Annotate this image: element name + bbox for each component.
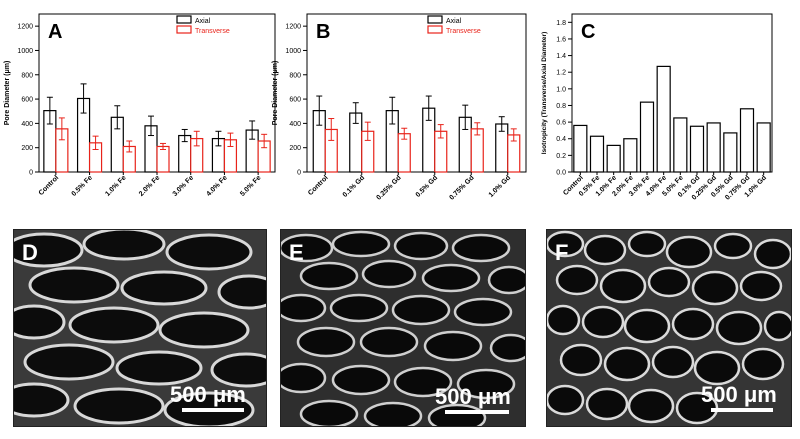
legend-label: Transverse xyxy=(446,28,481,35)
x-tick-label: 0.5% Gd xyxy=(415,174,439,198)
legend-swatch xyxy=(176,25,192,34)
bar xyxy=(639,101,655,173)
x-tick-label: 5.0% Fe xyxy=(239,174,262,197)
y-tick-label: 800 xyxy=(21,72,33,79)
chart-c: 0.0 0.2 0.4 0.6 0.8 1.0 1.2 1.4 1.6 1.8 Isotropici… xyxy=(541,13,773,202)
scale-bar-label: 500 μm xyxy=(435,384,511,409)
y-tick-label: 1.4 xyxy=(556,53,566,60)
bar xyxy=(589,135,605,173)
plot-frame xyxy=(571,13,773,173)
y-tick-label: 0.2 xyxy=(556,153,566,160)
y-axis-label: Pore Diameter (μm) xyxy=(272,61,279,126)
y-tick-label: 1.2 xyxy=(556,70,566,77)
legend-label: Axial xyxy=(195,18,211,25)
y-axis-label: Pore Diameter (μm) xyxy=(4,61,11,126)
x-tick-label: 2.0% Fe xyxy=(138,174,161,197)
x-tick-label: 4.0% Fe xyxy=(205,174,228,197)
legend-swatch xyxy=(427,25,443,34)
x-tick-label: 1.0% Gd xyxy=(488,174,512,198)
y-tick-label: 0.4 xyxy=(556,136,566,143)
bar xyxy=(673,117,688,173)
chart-b: 0 200 400 600 800 1000 1200 Pore Diameter (μm) C… xyxy=(272,13,527,202)
sem-texture-e xyxy=(281,230,525,426)
x-tick-label: 1.0% Fe xyxy=(104,174,127,197)
scale-bar xyxy=(182,408,244,412)
sem-texture-f xyxy=(547,230,791,426)
x-tick-label: 0.25% Gd xyxy=(375,174,402,201)
chart-a: 0 200 400 600 800 1000 1200 Pore Diameter (μm) C… xyxy=(4,13,276,198)
y-tick-label: 0 xyxy=(29,170,33,177)
y-tick-label: 1000 xyxy=(285,48,301,55)
scale-bar-label: 500 μm xyxy=(701,382,777,407)
panel-letter: D xyxy=(22,240,38,265)
y-tick-label: 200 xyxy=(21,145,33,152)
plot-frame xyxy=(306,13,527,173)
x-tick-label: Control xyxy=(38,174,61,197)
y-tick-label: 1.0 xyxy=(556,86,566,93)
bar xyxy=(756,122,771,173)
sem-image-d: D 500 μm xyxy=(13,229,267,427)
panel-letter: C xyxy=(581,21,595,43)
y-tick-label: 800 xyxy=(289,72,301,79)
y-tick-label: 0 xyxy=(297,170,301,177)
sem-image-f: F 500 μm xyxy=(546,229,792,427)
bar xyxy=(706,122,721,173)
legend-swatch xyxy=(176,15,192,24)
x-tick-label: 3.0% Fe xyxy=(172,174,195,197)
legend-label: Transverse xyxy=(195,28,230,35)
bar xyxy=(689,125,705,173)
panel-letter: B xyxy=(316,21,330,43)
y-tick-label: 0.8 xyxy=(556,103,566,110)
y-tick-label: 0.0 xyxy=(556,170,566,177)
y-tick-label: 600 xyxy=(289,97,301,104)
charts-area: 0 200 400 600 800 1000 1200 Pore Diameter (μm) C… xyxy=(4,13,773,202)
sem-image-e: E 500 μm xyxy=(280,229,526,427)
scale-bar-label: 500 μm xyxy=(170,382,246,407)
y-tick-label: 400 xyxy=(21,121,33,128)
y-tick-label: 1200 xyxy=(285,24,301,31)
scale-bar xyxy=(711,408,773,412)
bar xyxy=(739,108,755,173)
sem-texture-d xyxy=(14,230,266,426)
y-tick-label: 200 xyxy=(289,145,301,152)
bar xyxy=(623,138,638,173)
x-tick-label: 0.5% Fe xyxy=(71,174,94,197)
x-tick-label: 0.1% Gd xyxy=(342,174,366,198)
y-tick-label: 600 xyxy=(21,97,33,104)
y-tick-label: 1.8 xyxy=(556,20,566,27)
x-tick-label: Control xyxy=(307,174,330,197)
bar xyxy=(156,145,170,173)
y-tick-label: 1.6 xyxy=(556,36,566,43)
panel-letter: F xyxy=(555,240,569,265)
bar xyxy=(573,124,588,173)
x-tick-label: 0.75% Gd xyxy=(448,174,475,201)
y-tick-label: 0.6 xyxy=(556,120,566,127)
y-tick-label: 1000 xyxy=(17,48,33,55)
legend-swatch xyxy=(427,15,443,24)
scale-bar xyxy=(445,410,509,414)
panel-letter: E xyxy=(289,240,304,265)
bar xyxy=(606,144,621,173)
y-tick-label: 1200 xyxy=(17,24,33,31)
panel-letter: A xyxy=(48,21,62,43)
y-tick-label: 400 xyxy=(289,121,301,128)
legend-label: Axial xyxy=(446,18,462,25)
bar xyxy=(723,132,738,173)
bar xyxy=(656,65,671,173)
y-axis-label: Isotropicity (Transverse/Axial Diameter) xyxy=(541,32,548,154)
